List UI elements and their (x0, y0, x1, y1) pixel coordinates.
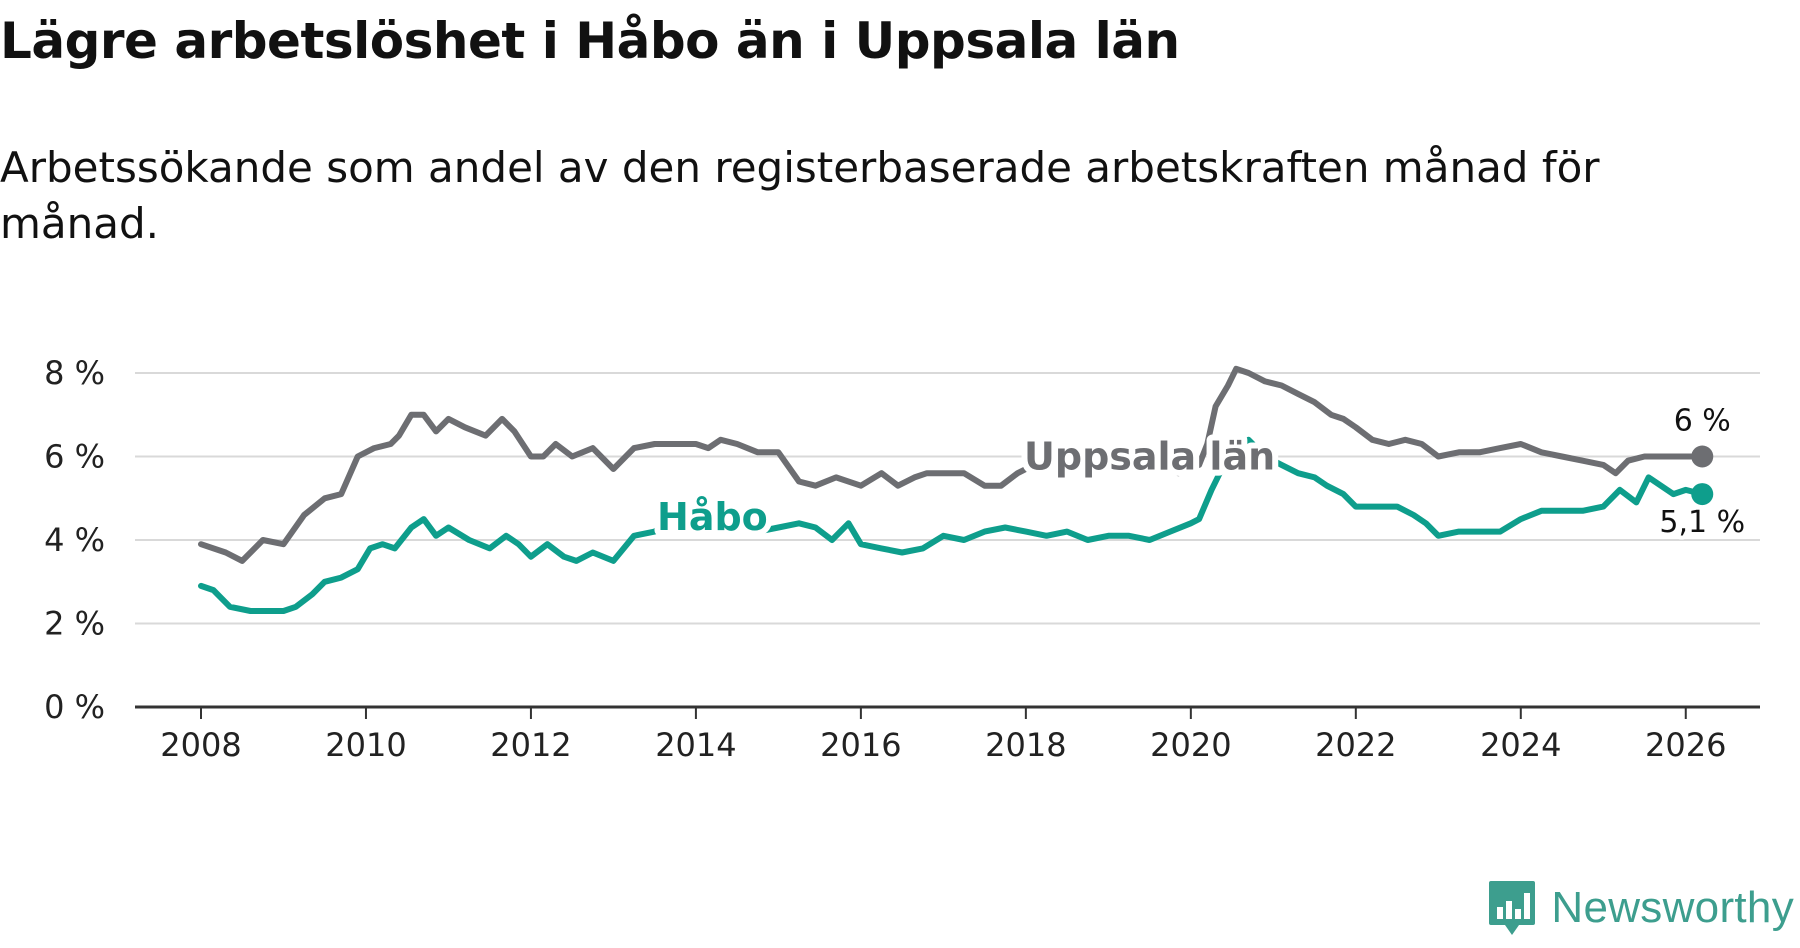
series-line (198, 365, 1706, 564)
series-end-label: 5,1 % (1659, 505, 1745, 540)
series-end-dot (1691, 483, 1714, 506)
x-tick-label: 2014 (655, 726, 736, 764)
brand-name: Newsworthy (1551, 883, 1794, 932)
x-tick-label: 2022 (1315, 726, 1396, 764)
x-tick-label: 2012 (490, 726, 571, 764)
x-tick-label: 2010 (325, 726, 406, 764)
series-labels: Uppsala län 6 % Håbo 5,1 % (651, 400, 1749, 546)
y-tick-label: 0 % (44, 688, 105, 726)
y-tick-label: 6 % (44, 438, 105, 476)
series-label: Uppsala län (1024, 435, 1275, 479)
gridlines (135, 372, 1760, 625)
x-tick-label: 2020 (1150, 726, 1231, 764)
x-tick-label: 2008 (160, 726, 241, 764)
chart-title: Lägre arbetslöshet i Håbo än i Uppsala l… (0, 12, 1180, 70)
chart-subtitle: Arbetssökande som andel av den registerb… (0, 143, 1600, 248)
newsworthy-logo-icon (1489, 881, 1536, 935)
x-tick-label: 2018 (985, 726, 1066, 764)
series-line (198, 436, 1706, 614)
series-label: Håbo (657, 495, 768, 539)
axes: 0 % 2 % 4 % 6 % 8 % 2008 2010 2012 2014 2016 2018 2… (44, 354, 1760, 764)
y-tick-label: 4 % (44, 521, 105, 559)
y-tick-label: 2 % (44, 605, 105, 643)
series-end-dot (1691, 445, 1714, 468)
x-tick-label: 2024 (1480, 726, 1561, 764)
series-end-label: 6 % (1674, 404, 1731, 439)
series-lines (198, 365, 1714, 614)
newsworthy-brand[interactable]: Newsworthy (1487, 868, 1794, 948)
x-tick-label: 2016 (820, 726, 901, 764)
x-tick-label: 2026 (1645, 726, 1726, 764)
y-tick-label: 8 % (44, 354, 105, 392)
